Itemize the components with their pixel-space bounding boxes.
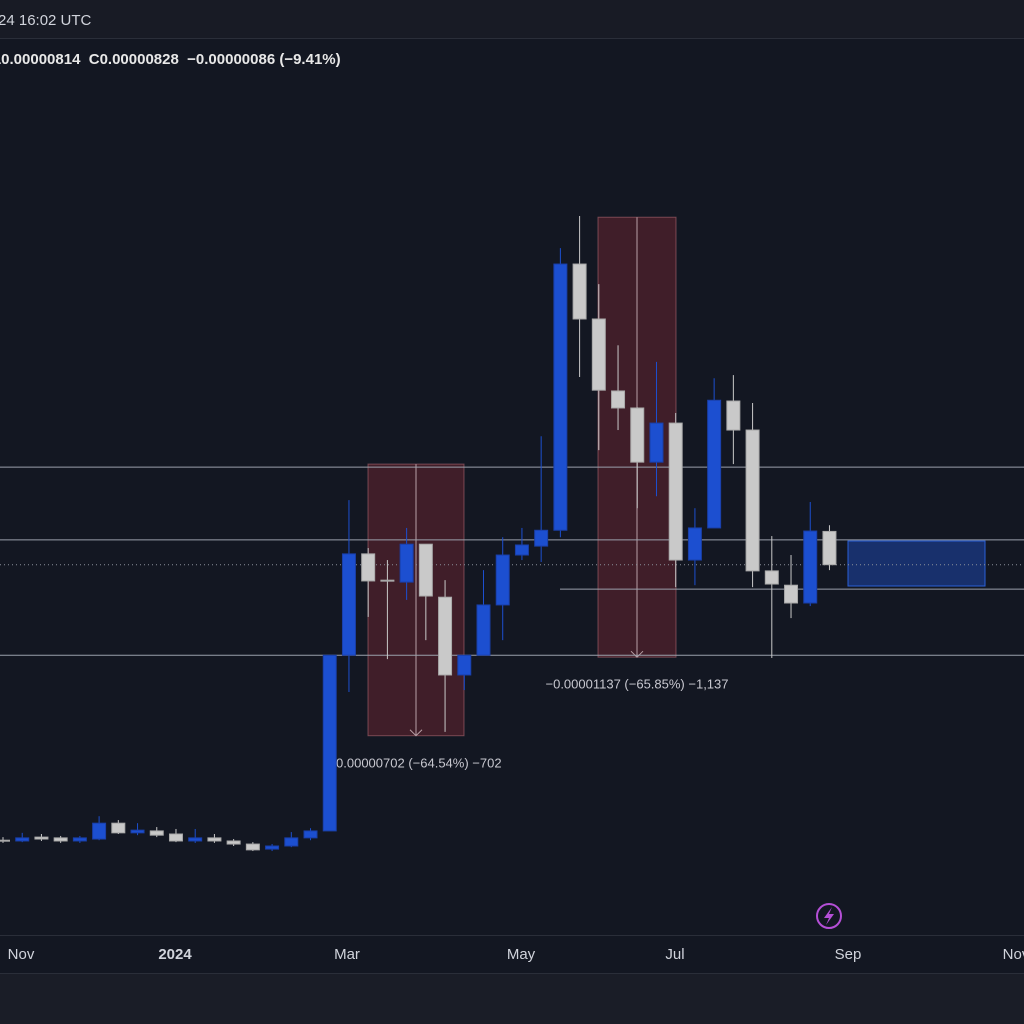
top-bar xyxy=(0,0,1024,38)
candle-body xyxy=(111,822,126,834)
candle-body xyxy=(130,829,145,834)
position-box xyxy=(847,540,986,587)
candle-body xyxy=(572,263,587,320)
candle-body xyxy=(803,530,818,604)
measure-label: −0.00000702 (−64.54%) −702 xyxy=(328,755,501,770)
candle-body xyxy=(668,422,683,561)
candle-body xyxy=(168,833,183,842)
candle-body xyxy=(591,318,606,391)
candle-body xyxy=(284,837,299,847)
x-tick-label: Nov xyxy=(1003,946,1024,963)
candle-body xyxy=(534,529,549,547)
x-tick-label: 2024 xyxy=(158,946,192,963)
candle-body xyxy=(707,399,722,529)
candle-body xyxy=(303,830,318,839)
candle-body xyxy=(226,840,241,845)
candle-body xyxy=(495,554,510,606)
candle-body xyxy=(72,837,87,842)
candle-body xyxy=(457,654,472,676)
candle-body xyxy=(92,822,107,840)
candle-body xyxy=(476,604,491,656)
x-tick-label: Sep xyxy=(835,946,862,963)
candle-body xyxy=(687,527,702,561)
candle-body xyxy=(764,570,779,585)
x-tick-label: Jul xyxy=(665,946,684,963)
candle-body xyxy=(438,596,453,676)
candle-body xyxy=(322,654,337,832)
x-tick-label: May xyxy=(507,946,536,963)
candle-body xyxy=(15,837,30,842)
candle-body xyxy=(341,553,356,656)
candle-body xyxy=(380,579,395,582)
ohlc-legend: L0.00000814 C0.00000828 −0.00000086 (−9.… xyxy=(0,51,341,68)
candle-body xyxy=(207,837,222,842)
icon-ring[interactable] xyxy=(816,903,842,929)
header-time: 24 16:02 UTC xyxy=(0,12,92,29)
candle-body xyxy=(514,544,529,556)
replay-icon[interactable] xyxy=(816,903,842,929)
measure-label: −0.00001137 (−65.85%) −1,137 xyxy=(546,676,729,691)
x-tick-label: Mar xyxy=(334,946,360,963)
candle-body xyxy=(649,422,664,463)
bottom-bar xyxy=(0,974,1024,1024)
candle-body xyxy=(53,837,68,842)
candle-body xyxy=(188,837,203,842)
candle-body xyxy=(418,543,433,597)
candle-body xyxy=(149,830,164,836)
measure-arrowhead xyxy=(409,729,423,737)
candle-body xyxy=(361,553,376,582)
candle-body xyxy=(784,584,799,604)
x-tick-label: Nov xyxy=(8,946,35,963)
candle-body xyxy=(399,543,414,583)
candle-body xyxy=(611,390,626,409)
candle-body xyxy=(745,429,760,572)
candle-body xyxy=(726,400,741,431)
candle-body xyxy=(0,839,10,842)
candle-body xyxy=(822,530,837,566)
candle-body xyxy=(553,263,568,531)
candle-body xyxy=(630,407,645,463)
candle-body xyxy=(265,845,280,850)
candle-body xyxy=(34,836,49,840)
icon-bolt[interactable] xyxy=(824,907,834,925)
candle-body xyxy=(245,843,260,851)
measure-arrowhead xyxy=(630,650,644,658)
